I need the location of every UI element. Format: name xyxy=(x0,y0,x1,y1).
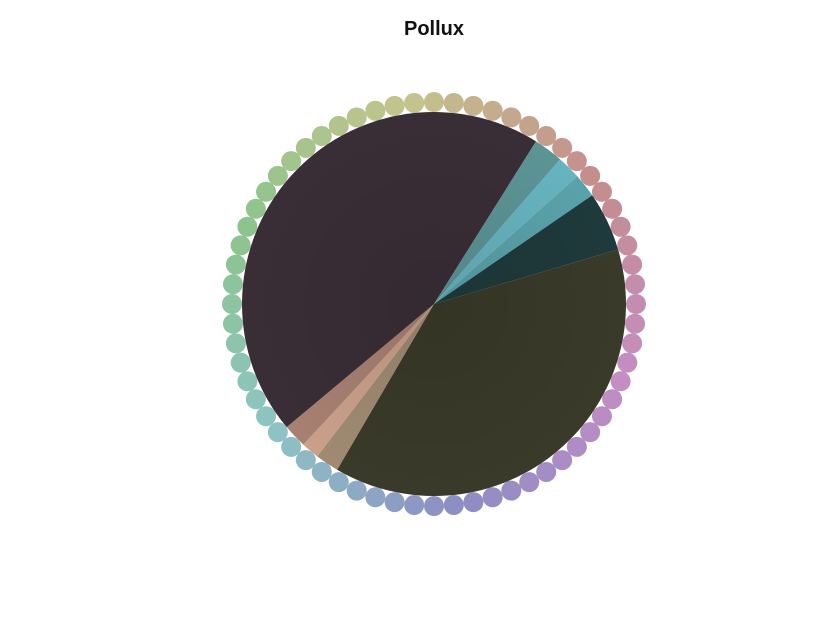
ring-dot xyxy=(617,235,638,256)
ring-dot xyxy=(256,406,277,427)
ring-dot xyxy=(424,92,444,112)
ring-dot xyxy=(384,95,405,116)
ring-dot xyxy=(346,107,367,128)
ring-dot xyxy=(501,480,522,501)
ring-dot xyxy=(311,126,332,147)
ring-dot xyxy=(482,100,503,121)
ring-dot xyxy=(281,436,302,457)
ring-dot xyxy=(463,95,484,116)
ring-dot xyxy=(295,450,316,471)
ring-dot xyxy=(225,254,246,275)
ring-dot xyxy=(365,487,386,508)
ring-dot xyxy=(580,165,601,186)
ring-dots xyxy=(222,92,646,516)
ring-dot xyxy=(267,165,288,186)
ring-dot xyxy=(625,313,646,334)
ring-dot xyxy=(424,496,444,516)
ring-dot xyxy=(622,333,643,354)
ring-dot xyxy=(384,492,405,513)
ring-dot xyxy=(552,137,573,158)
ring-dot xyxy=(536,126,557,147)
pie-shading xyxy=(242,112,626,496)
ring-dot xyxy=(222,294,242,314)
ring-dot xyxy=(552,450,573,471)
ring-dot xyxy=(328,472,349,493)
ring-dot xyxy=(625,274,646,295)
ring-dot xyxy=(267,422,288,443)
ring-dot xyxy=(580,422,601,443)
ring-dot xyxy=(404,92,425,113)
ring-dot xyxy=(566,436,587,457)
ring-dot xyxy=(443,495,464,516)
ring-dot xyxy=(281,151,302,172)
ring-dot xyxy=(245,198,266,219)
ring-dot xyxy=(519,472,540,493)
ring-dot xyxy=(622,254,643,275)
ring-dot xyxy=(463,492,484,513)
ring-dot xyxy=(256,181,277,202)
ring-dot xyxy=(566,151,587,172)
ring-dot xyxy=(602,389,623,410)
ring-dot xyxy=(610,216,631,237)
ring-dot xyxy=(230,235,251,256)
ring-dot xyxy=(311,461,332,482)
ring-dot xyxy=(591,406,612,427)
ring-dot xyxy=(230,352,251,373)
ring-dot xyxy=(610,371,631,392)
ring-dot xyxy=(602,198,623,219)
ring-dot xyxy=(225,333,246,354)
ring-dot xyxy=(222,313,243,334)
ring-dot xyxy=(346,480,367,501)
ring-dot xyxy=(617,352,638,373)
ring-dot xyxy=(222,274,243,295)
ring-dot xyxy=(443,92,464,113)
ring-dot xyxy=(482,487,503,508)
ring-dot xyxy=(626,294,646,314)
ring-dot xyxy=(501,107,522,128)
ring-dot xyxy=(519,115,540,136)
ring-dot xyxy=(404,495,425,516)
ring-dot xyxy=(237,216,258,237)
ring-dot xyxy=(245,389,266,410)
chart-title: Pollux xyxy=(403,18,464,40)
ring-dot xyxy=(365,100,386,121)
ring-dot xyxy=(237,371,258,392)
ring-dot xyxy=(591,181,612,202)
ring-dot xyxy=(295,137,316,158)
ring-dot xyxy=(536,461,557,482)
ring-dot xyxy=(328,115,349,136)
